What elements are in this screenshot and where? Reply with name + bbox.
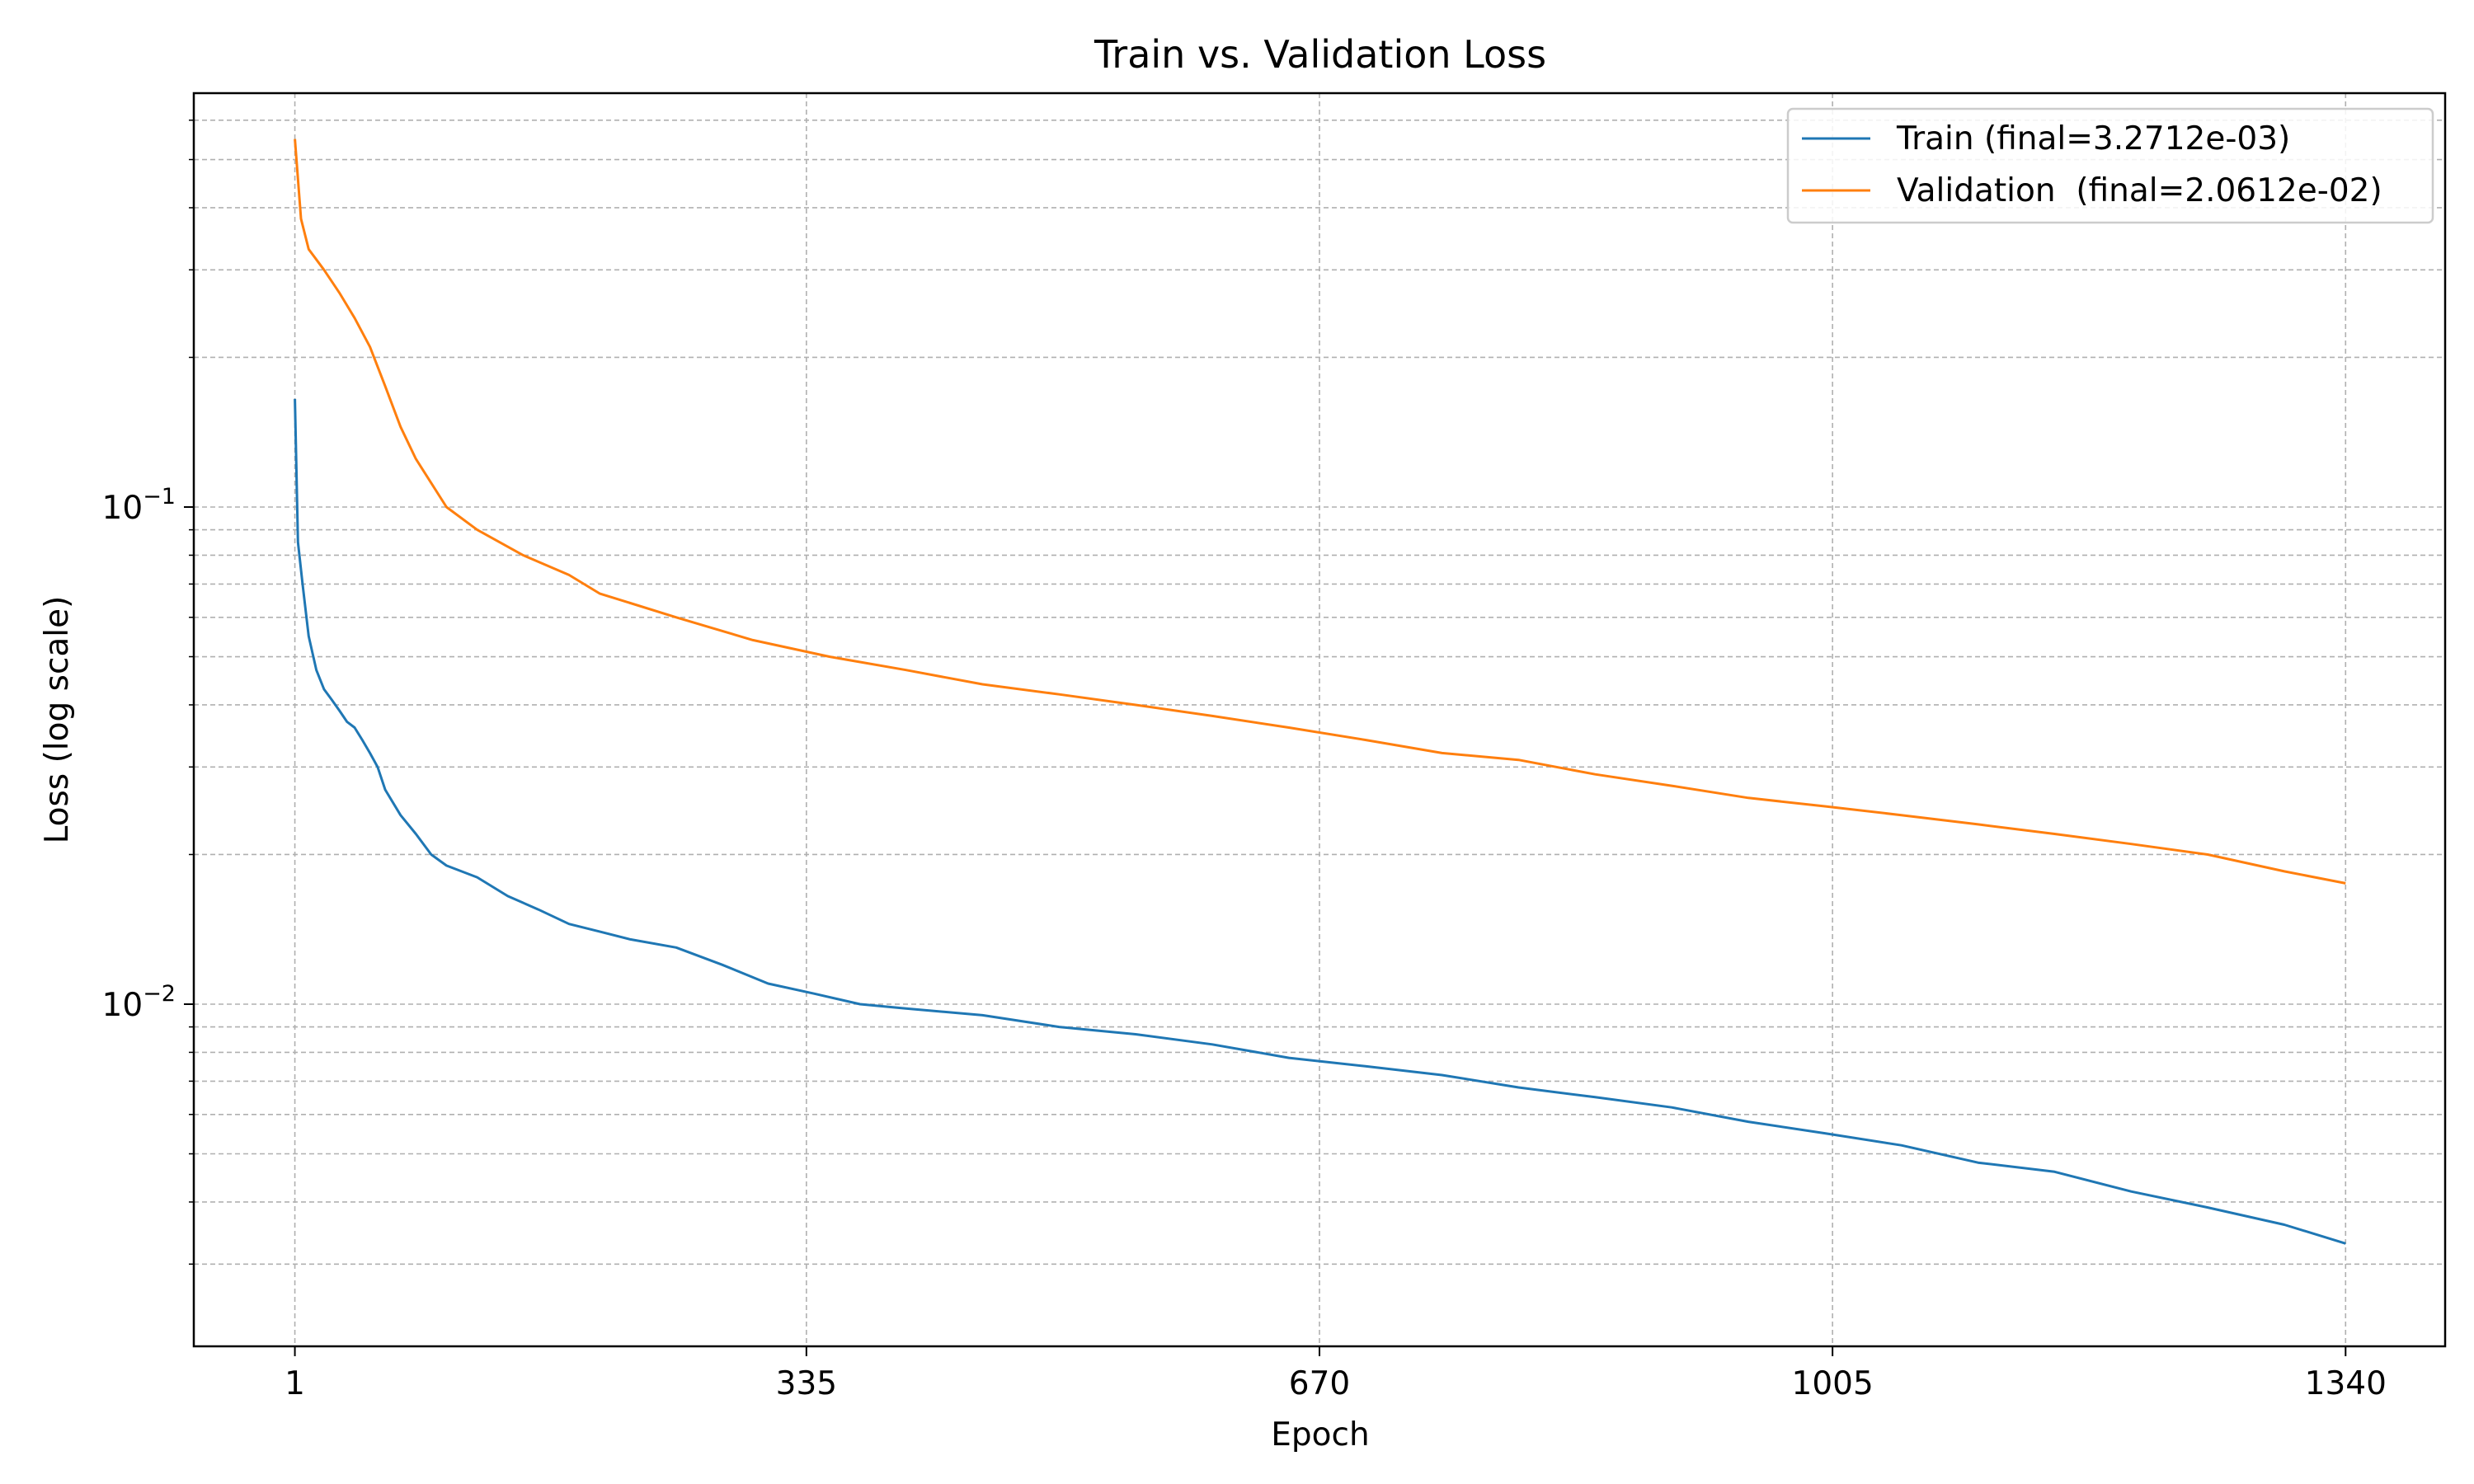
- y-tick-label: 10−2: [102, 981, 176, 1024]
- x-tick-label: 1005: [1792, 1365, 1874, 1402]
- legend: Train (final=3.2712e-03) Validation (fin…: [1786, 107, 2434, 224]
- x-axis-label: Epoch: [1271, 1416, 1369, 1453]
- series-line-validation: [294, 139, 2346, 885]
- y-tick-label: 10−1: [102, 484, 176, 527]
- legend-label-validation: Validation (final=2.0612e-02): [1897, 172, 2382, 209]
- legend-box: [1786, 107, 2434, 224]
- x-gridlines: [294, 93, 2347, 1346]
- x-tick-label: 670: [1289, 1365, 1350, 1402]
- x-axis-ticks: 1 335 670 1005 1340: [285, 1346, 2387, 1402]
- chart-title: Train vs. Validation Loss: [1094, 32, 1546, 77]
- series-layer: [294, 139, 2346, 1245]
- x-tick-label: 335: [776, 1365, 837, 1402]
- x-tick-label: 1: [285, 1365, 305, 1402]
- legend-label-train: Train (final=3.2712e-03): [1896, 120, 2290, 157]
- y-axis-label: Loss (log scale): [39, 596, 76, 844]
- y-gridlines: [194, 119, 2445, 1266]
- series-line-train: [294, 398, 2346, 1245]
- x-tick-label: 1340: [2305, 1365, 2387, 1402]
- y-axis-ticks: 10−2 10−1: [102, 120, 194, 1266]
